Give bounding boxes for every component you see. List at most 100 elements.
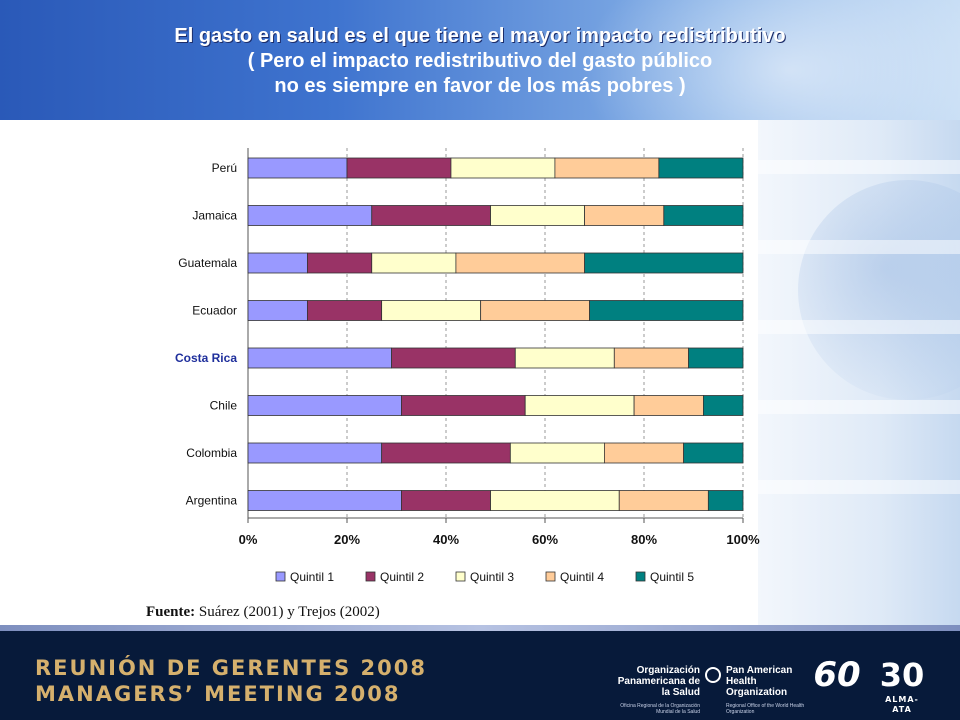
right-background-decoration — [758, 120, 960, 625]
bar-segment — [306, 252, 373, 274]
bar-segment — [584, 205, 665, 226]
bar-segment — [683, 442, 744, 464]
footer-top-band — [0, 625, 960, 631]
bar-segment — [703, 395, 744, 416]
bar-segment — [707, 490, 744, 511]
title-line-1: El gasto en salud es el que tiene el may… — [174, 25, 786, 47]
bar-segment — [618, 490, 709, 511]
banner-glow — [580, 0, 960, 120]
decor-stripe — [758, 480, 960, 494]
badge-60-number: 60 — [813, 655, 861, 695]
bar-segment — [346, 157, 452, 179]
x-tick-label: 100% — [726, 532, 760, 547]
bar-segment — [401, 395, 526, 416]
decor-stripe — [758, 400, 960, 414]
badge-30-subtitle: ALMA-ATA — [885, 695, 919, 714]
bar-segment — [247, 300, 308, 321]
title-line-3: no es siempre en favor de los más pobres… — [274, 75, 686, 97]
x-tick-label: 20% — [334, 532, 360, 547]
decor-stripe — [758, 160, 960, 174]
bar-segment — [633, 395, 704, 416]
bars — [247, 157, 744, 511]
bar-segment — [381, 442, 511, 464]
bar-segment — [391, 347, 516, 369]
bar-segment — [455, 252, 585, 274]
bar-segment — [480, 300, 590, 321]
category-label: Jamaica — [192, 209, 237, 223]
category-label: Ecuador — [192, 304, 237, 318]
legend-label: Quintil 4 — [560, 570, 604, 584]
legend-swatch — [275, 571, 286, 582]
footer-bar: REUNIÓN DE GERENTES 2008 MANAGERS’ MEETI… — [0, 625, 960, 720]
bar-segment — [663, 205, 744, 226]
bar-segment — [514, 347, 615, 369]
bar-segment — [490, 205, 585, 226]
decor-stripe — [758, 240, 960, 254]
legend-label: Quintil 1 — [290, 570, 334, 584]
legend-swatch — [455, 571, 466, 582]
title-line-2: ( Pero el impacto redistributivo del gas… — [247, 50, 713, 72]
bar-segment — [450, 157, 556, 179]
left-background — [0, 120, 160, 625]
legend-label: Quintil 2 — [380, 570, 424, 584]
anniversary-60-logo: 60 — [812, 655, 862, 711]
paho-logo: Organización Panamericana de la Salud Pa… — [612, 655, 807, 715]
paho-subtitle-en: Regional Office of the World Health Orga… — [726, 703, 805, 715]
title-banner: El gasto en salud es el que tiene el may… — [0, 0, 960, 120]
bar-segment — [247, 347, 392, 369]
bar-segment — [524, 395, 635, 416]
legend-swatch — [635, 571, 646, 582]
event-title-es: REUNIÓN DE GERENTES 2008 — [35, 656, 428, 680]
bar-segment — [247, 252, 308, 274]
legend-label: Quintil 5 — [650, 570, 694, 584]
x-tick-labels: 0% 20% 40% 60% 80% 100% — [239, 532, 760, 547]
paho-name-en: Pan American Health Organization — [726, 665, 793, 698]
bar-segment — [371, 205, 491, 226]
bar-segment — [401, 490, 491, 511]
legend-swatch — [545, 571, 556, 582]
legend-label: Quintil 3 — [470, 570, 514, 584]
source-label: Fuente: — [146, 604, 196, 620]
globe-icon — [705, 667, 721, 683]
x-tick-label: 0% — [239, 532, 258, 547]
paho-name-es: Organización Panamericana de la Salud — [617, 665, 700, 698]
paho-subtitle-es: Oficina Regional de la Organización Mund… — [620, 703, 700, 715]
bar-segment — [247, 442, 383, 464]
legend-swatch — [365, 571, 376, 582]
decor-stripe — [758, 320, 960, 334]
bar-segment — [247, 205, 373, 226]
bar-segment — [247, 157, 348, 179]
bar-segment — [509, 442, 605, 464]
source-note: Fuente: Suárez (2001) y Trejos (2002) — [146, 604, 380, 621]
category-label: Chile — [210, 399, 238, 413]
bar-segment — [381, 300, 482, 321]
category-label: Perú — [212, 161, 237, 175]
bar-segment — [604, 442, 685, 464]
x-tick-label: 60% — [532, 532, 558, 547]
event-title: REUNIÓN DE GERENTES 2008 MANAGERS’ MEETI… — [35, 655, 427, 707]
alma-ata-30-logo: 30 ALMA-ATA — [878, 655, 926, 714]
bar-segment — [688, 347, 744, 369]
source-text: Suárez (2001) y Trejos (2002) — [198, 604, 380, 620]
category-label: Costa Rica — [175, 351, 237, 365]
bar-segment — [554, 157, 660, 179]
bar-segment — [490, 490, 620, 511]
x-tick-label: 80% — [631, 532, 657, 547]
category-labels: Perú Jamaica Guatemala Ecuador Costa Rica Chi… — [175, 161, 237, 508]
bar-segment — [584, 252, 744, 274]
bar-segment — [613, 347, 689, 369]
legend: Quintil 1 Quintil 2 Quintil 3 Quintil 4 Quin… — [275, 570, 694, 584]
bar-segment — [247, 490, 402, 511]
slide-title: El gasto en salud es el que tiene el may… — [0, 24, 960, 99]
category-label: Colombia — [186, 446, 237, 460]
x-tick-label: 40% — [433, 532, 459, 547]
badge-30-number: 30 — [879, 656, 925, 694]
chart-background — [158, 120, 758, 625]
stacked-bar-chart: Perú Jamaica Guatemala Ecuador Costa Rica Chi… — [158, 120, 760, 625]
bar-segment — [589, 300, 744, 321]
bar-segment — [247, 395, 402, 416]
bar-segment — [371, 252, 457, 274]
event-title-en: MANAGERS’ MEETING 2008 — [35, 682, 401, 706]
category-label: Guatemala — [178, 256, 237, 270]
category-label: Argentina — [186, 494, 238, 508]
